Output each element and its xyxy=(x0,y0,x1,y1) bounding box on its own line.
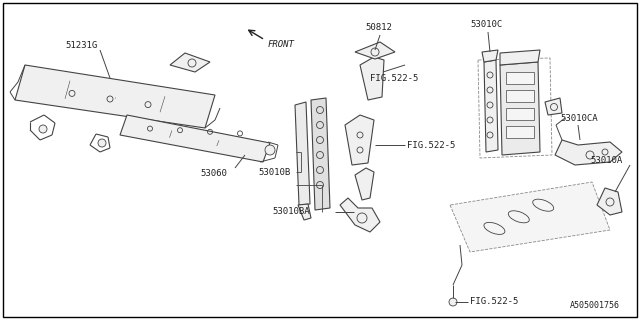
Circle shape xyxy=(606,198,614,206)
Polygon shape xyxy=(311,98,330,210)
Circle shape xyxy=(371,48,379,56)
Polygon shape xyxy=(555,140,622,165)
Polygon shape xyxy=(482,50,498,62)
Bar xyxy=(506,108,534,120)
Text: A505001756: A505001756 xyxy=(570,301,620,310)
Ellipse shape xyxy=(532,199,554,211)
Polygon shape xyxy=(170,53,210,72)
Polygon shape xyxy=(345,115,374,165)
Circle shape xyxy=(550,103,557,110)
Circle shape xyxy=(98,139,106,147)
Polygon shape xyxy=(500,50,540,65)
Circle shape xyxy=(188,59,196,67)
Text: 50812: 50812 xyxy=(365,22,392,31)
Circle shape xyxy=(265,145,275,155)
Text: FIG.522-5: FIG.522-5 xyxy=(470,298,518,307)
Text: 53010B: 53010B xyxy=(258,167,291,177)
Text: FIG.522-5: FIG.522-5 xyxy=(370,74,419,83)
Polygon shape xyxy=(484,60,498,152)
Bar xyxy=(506,90,534,102)
Text: 53010C: 53010C xyxy=(470,20,502,28)
Polygon shape xyxy=(597,188,622,215)
Polygon shape xyxy=(450,182,610,252)
Text: 53010A: 53010A xyxy=(590,156,622,164)
Text: FRONT: FRONT xyxy=(268,39,295,49)
Polygon shape xyxy=(355,168,374,200)
Polygon shape xyxy=(355,42,395,59)
Ellipse shape xyxy=(508,211,529,223)
Polygon shape xyxy=(340,198,380,232)
Bar xyxy=(506,72,534,84)
Polygon shape xyxy=(295,102,310,205)
Polygon shape xyxy=(120,115,270,162)
Text: 51231G: 51231G xyxy=(65,41,97,50)
Polygon shape xyxy=(360,57,384,100)
Circle shape xyxy=(602,149,608,155)
Polygon shape xyxy=(545,98,562,115)
Text: 53060: 53060 xyxy=(200,169,227,178)
Text: 53010BA: 53010BA xyxy=(272,207,310,217)
Ellipse shape xyxy=(484,222,505,235)
Circle shape xyxy=(39,125,47,133)
Text: 53010CA: 53010CA xyxy=(560,114,598,123)
Circle shape xyxy=(449,298,457,306)
Polygon shape xyxy=(298,204,311,220)
Text: FIG.522-5: FIG.522-5 xyxy=(407,140,456,149)
Polygon shape xyxy=(15,65,215,128)
Bar xyxy=(506,126,534,138)
Polygon shape xyxy=(500,62,540,155)
Circle shape xyxy=(357,213,367,223)
Circle shape xyxy=(586,151,594,159)
